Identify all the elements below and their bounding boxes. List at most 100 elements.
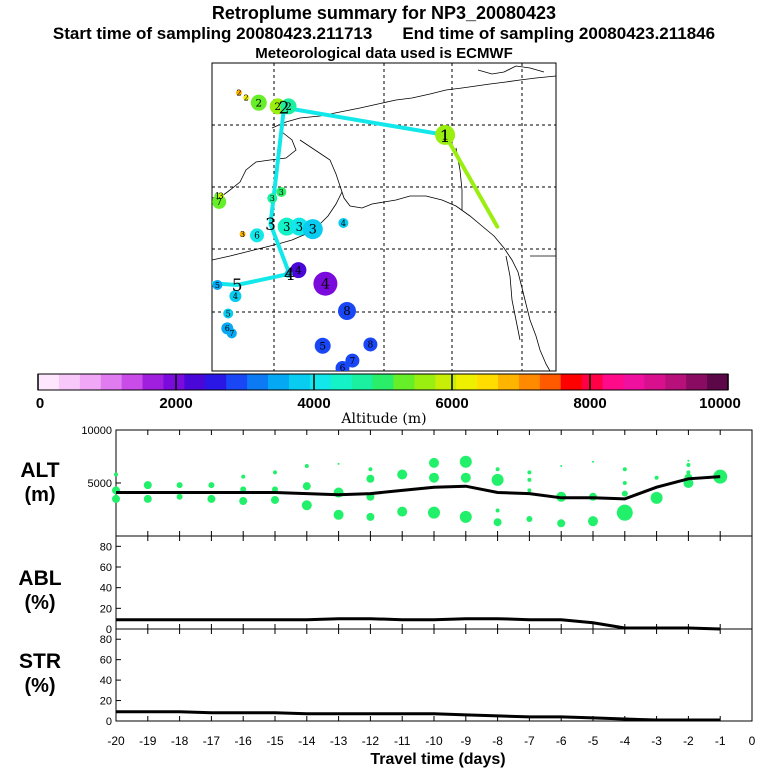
colorbar-swatch-14 <box>330 374 353 390</box>
x-tick-label-7: -13 <box>330 734 348 748</box>
alt-scatter-point-34 <box>491 473 504 486</box>
x-tick-label-3: -17 <box>203 734 221 748</box>
colorbar-swatch-12 <box>288 374 311 390</box>
map-point-label-14: 4 <box>321 277 330 293</box>
colorbar-swatch-28 <box>623 374 645 390</box>
alt-scatter-point-9 <box>241 474 246 479</box>
map-point-4 <box>236 89 242 96</box>
track-segment-2 <box>268 105 286 227</box>
alt-scatter-point-41 <box>560 465 563 468</box>
alt-scatter-point-54 <box>686 462 691 467</box>
map-point-label-9: 3 <box>296 220 303 234</box>
met-data-label: Meteorological data used is ECMWF <box>255 45 513 62</box>
map-point-19 <box>314 337 331 354</box>
x-tick-label-0: -20 <box>107 734 125 748</box>
map-frame <box>211 62 557 372</box>
alt-scatter-point-28 <box>429 472 439 483</box>
map-point-3 <box>280 98 297 115</box>
alt-scatter-point-32 <box>459 510 472 523</box>
alt-scatter-point-16 <box>302 482 311 491</box>
alt-unit: (m) <box>24 484 55 506</box>
map-point-7 <box>276 186 287 197</box>
colorbar-swatch-3 <box>100 374 123 390</box>
colorbar-swatch-25 <box>560 374 583 390</box>
alt-scatter-point-18 <box>337 462 340 465</box>
x-tick-label-9: -11 <box>394 734 411 748</box>
map-point-label-0: 1 <box>441 128 449 143</box>
bc-coast <box>505 255 521 341</box>
colorbar-swatch-23 <box>518 374 541 390</box>
alt-scatter-point-20 <box>333 509 344 520</box>
track-label-2: 3 <box>265 215 276 235</box>
x-tick-label-13: -7 <box>524 734 535 748</box>
x-tick-label-17: -3 <box>651 734 662 748</box>
arctic-islands <box>477 65 545 75</box>
colorbar-swatch-17 <box>393 374 415 390</box>
map-point-10 <box>302 219 323 240</box>
map-point-12 <box>338 217 349 228</box>
map-point-label-4: 2 <box>236 89 241 98</box>
map-point-label-8: 3 <box>283 220 290 234</box>
map-point-label-26: 7 <box>350 357 356 367</box>
map-point-label-17: 5 <box>215 281 220 290</box>
track-segment-1 <box>282 105 448 137</box>
map: 12222233333344444555666677788813123456 <box>180 62 557 372</box>
map-point-label-25: 7 <box>216 198 222 208</box>
colorbar-swatch-2 <box>79 374 102 390</box>
colorbar-swatch-8 <box>205 374 227 390</box>
track-label-1: 2 <box>279 99 290 119</box>
alt-label: ALT <box>20 459 59 482</box>
alt-scatter-point-6 <box>176 493 183 500</box>
track-label-4: 5 <box>232 276 243 296</box>
colorbar-swatch-32 <box>707 374 729 390</box>
alt-scatter-point-47 <box>622 467 627 472</box>
str-unit: (%) <box>24 675 55 697</box>
map-point-label-5: 2 <box>244 94 249 103</box>
colorbar-swatch-26 <box>581 374 604 390</box>
alt-scatter-point-26 <box>397 506 408 517</box>
alt-scatter-point-4 <box>143 494 152 503</box>
end-time-label: End time of sampling 20080423.211846 <box>402 24 716 43</box>
alt-scatter-point-50 <box>616 504 633 521</box>
map-point-label-21: 6 <box>225 324 230 333</box>
alt-scatter-point-15 <box>304 464 309 469</box>
map-point-label-27: 8 <box>368 341 374 351</box>
str-ytick-label-3: 20 <box>100 696 112 708</box>
alaska-west-coast <box>212 131 297 199</box>
colorbar: 0 2000 4000 6000 8000 10000 Altitude (m) <box>36 373 741 427</box>
map-point-5 <box>243 94 250 101</box>
x-tick-label-14: -6 <box>556 734 567 748</box>
alt-scatter-point-51 <box>654 475 659 480</box>
map-point-label-12: 4 <box>341 219 346 228</box>
colorbar-swatch-4 <box>121 374 144 390</box>
map-point-label-3: 2 <box>285 101 292 113</box>
x-tick-label-12: -8 <box>492 734 503 748</box>
map-point-label-1: 2 <box>255 97 262 109</box>
colorbar-tick-6000: 6000 <box>435 395 468 412</box>
colorbar-swatch-21 <box>477 374 499 390</box>
colorbar-swatch-15 <box>351 374 374 390</box>
map-point-label-20: 6 <box>181 278 186 287</box>
map-point-18 <box>223 308 234 319</box>
colorbar-tick-8000: 8000 <box>573 395 606 412</box>
track-segment-3 <box>268 222 292 276</box>
map-point-13 <box>290 262 307 279</box>
colorbar-swatch-1 <box>58 374 81 390</box>
map-point-1 <box>250 94 267 111</box>
x-axis: -20 -19 -18 -17 -16 -15 -14 -13 -12 -11 -10 -9 -8 -7-… <box>107 734 755 748</box>
colorbar-swatch-11 <box>268 374 290 390</box>
map-point-label-13: 4 <box>295 265 302 277</box>
x-tick-label-8: -12 <box>362 734 380 748</box>
abl-ytick-label-3: 20 <box>100 603 112 615</box>
alt-scatter-point-0 <box>114 472 118 477</box>
str-ytick-label-2: 40 <box>100 675 112 687</box>
map-point-20 <box>180 279 186 285</box>
alt-scatter-point-49 <box>621 490 628 497</box>
str-ytick-label-1: 60 <box>100 655 112 667</box>
x-tick-label-15: -5 <box>588 734 599 748</box>
colorbar-swatch-29 <box>644 374 666 390</box>
alt-scatter-point-5 <box>176 482 183 489</box>
map-point-6 <box>267 193 278 204</box>
alt-scatter-point-22 <box>366 474 375 483</box>
map-point-11 <box>239 231 246 238</box>
